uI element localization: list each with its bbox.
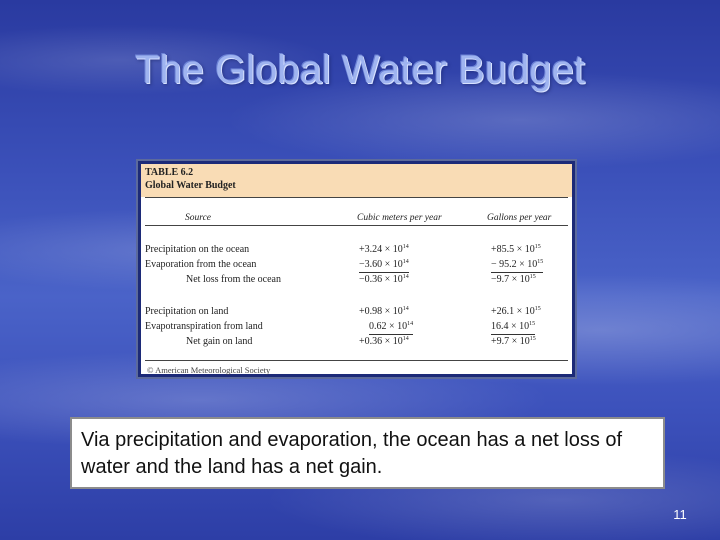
row-gallons: − 95.2 × 1015: [491, 258, 544, 273]
water-budget-table: TABLE 6.2 Global Water Budget Source Cub…: [141, 164, 572, 375]
col-header-cubic-meters: Cubic meters per year: [357, 213, 442, 223]
row-cubic-meters: −3.60 × 1014: [359, 258, 409, 273]
table-footnote: © American Meteorological Society: [147, 365, 271, 375]
row-cubic-meters: 0.62 × 1014: [369, 320, 414, 335]
header-rule: [145, 225, 568, 226]
col-header-source: Source: [185, 213, 212, 223]
table-image-frame: TABLE 6.2 Global Water Budget Source Cub…: [136, 159, 577, 379]
row-source: Evaporation from the ocean: [145, 259, 257, 270]
row-gallons: +26.1 × 1015: [491, 306, 541, 317]
row-gallons: +9.7 × 1015: [491, 336, 536, 347]
row-cubic-meters: +0.36 × 1014: [359, 336, 409, 347]
table-number: TABLE 6.2: [145, 167, 194, 178]
table-row: Precipitation on the ocean +3.24 × 1014 …: [141, 243, 572, 257]
row-gallons: −9.7 × 1015: [491, 274, 536, 285]
caption-text-box: Via precipitation and evaporation, the o…: [70, 417, 665, 489]
col-header-gallons: Gallons per year: [487, 213, 552, 223]
slide-title: The Global Water Budget: [135, 48, 585, 92]
row-cubic-meters: −0.36 × 1014: [359, 274, 409, 285]
row-source: Evapotranspiration from land: [145, 321, 263, 332]
row-gallons: 16.4 × 1015: [491, 320, 536, 335]
table-row: Evapotranspiration from land 0.62 × 1014…: [141, 320, 572, 335]
table-row: Net loss from the ocean −0.36 × 1014 −9.…: [141, 273, 572, 287]
row-source: Net gain on land: [186, 336, 253, 347]
row-source: Precipitation on the ocean: [145, 244, 250, 255]
table-bottom-rule: [145, 360, 568, 361]
table-header-band: TABLE 6.2 Global Water Budget: [141, 164, 572, 197]
row-gallons: +85.5 × 1015: [491, 244, 541, 255]
table-caption: Global Water Budget: [145, 180, 236, 191]
row-source: Net loss from the ocean: [186, 274, 281, 285]
row-source: Precipitation on land: [145, 306, 229, 317]
table-row: Net gain on land +0.36 × 1014 +9.7 × 101…: [141, 335, 572, 349]
row-cubic-meters: +0.98 × 1014: [359, 306, 409, 317]
table-row: Precipitation on land +0.98 × 1014 +26.1…: [141, 305, 572, 319]
slide-number: 11: [673, 507, 687, 522]
table-top-rule: [145, 197, 568, 198]
table-row: Evaporation from the ocean −3.60 × 1014 …: [141, 258, 572, 273]
row-cubic-meters: +3.24 × 1014: [359, 244, 409, 255]
